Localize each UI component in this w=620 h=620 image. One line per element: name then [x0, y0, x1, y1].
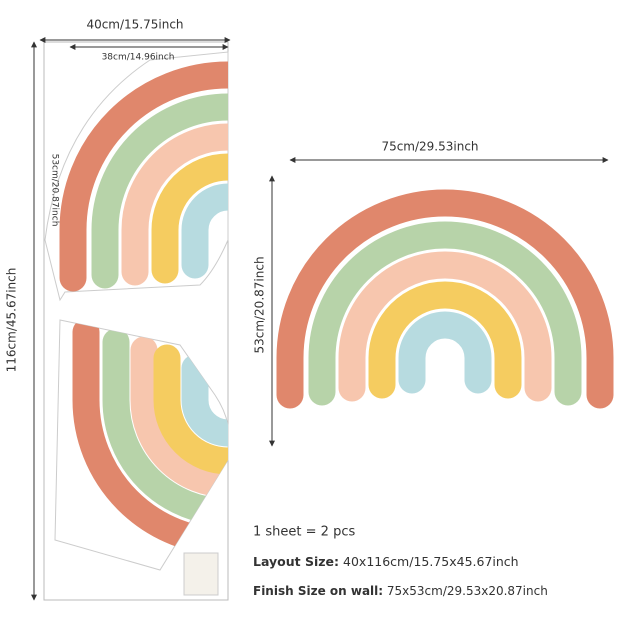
bottom-piece — [54, 319, 229, 571]
top-piece — [44, 51, 229, 302]
rainbow-height: 53cm/20.87inch — [253, 256, 267, 353]
rainbow — [276, 189, 614, 409]
spec-value: 40x116cm/15.75x45.67inch — [343, 554, 519, 569]
spec-label: Finish Size on wall: — [253, 584, 383, 598]
sheet-width: 40cm/15.75inch — [86, 18, 183, 32]
inner-width: 38cm/14.96inch — [102, 53, 175, 63]
spec-label: Layout Size: — [253, 554, 339, 569]
label-tag — [183, 552, 219, 596]
spec-value: 75x53cm/29.53x20.87inch — [387, 584, 548, 598]
spec: Layout Size: 40x116cm/15.75x45.67inch — [253, 554, 519, 569]
sheet-height: 116cm/45.67inch — [5, 268, 19, 373]
rainbow-width: 75cm/29.53inch — [381, 140, 478, 154]
half-height: 53cm/20.87inch — [50, 154, 60, 227]
pieces: 1 sheet = 2 pcs — [253, 525, 355, 540]
spec: Finish Size on wall: 75x53cm/29.53x20.87… — [253, 584, 548, 598]
